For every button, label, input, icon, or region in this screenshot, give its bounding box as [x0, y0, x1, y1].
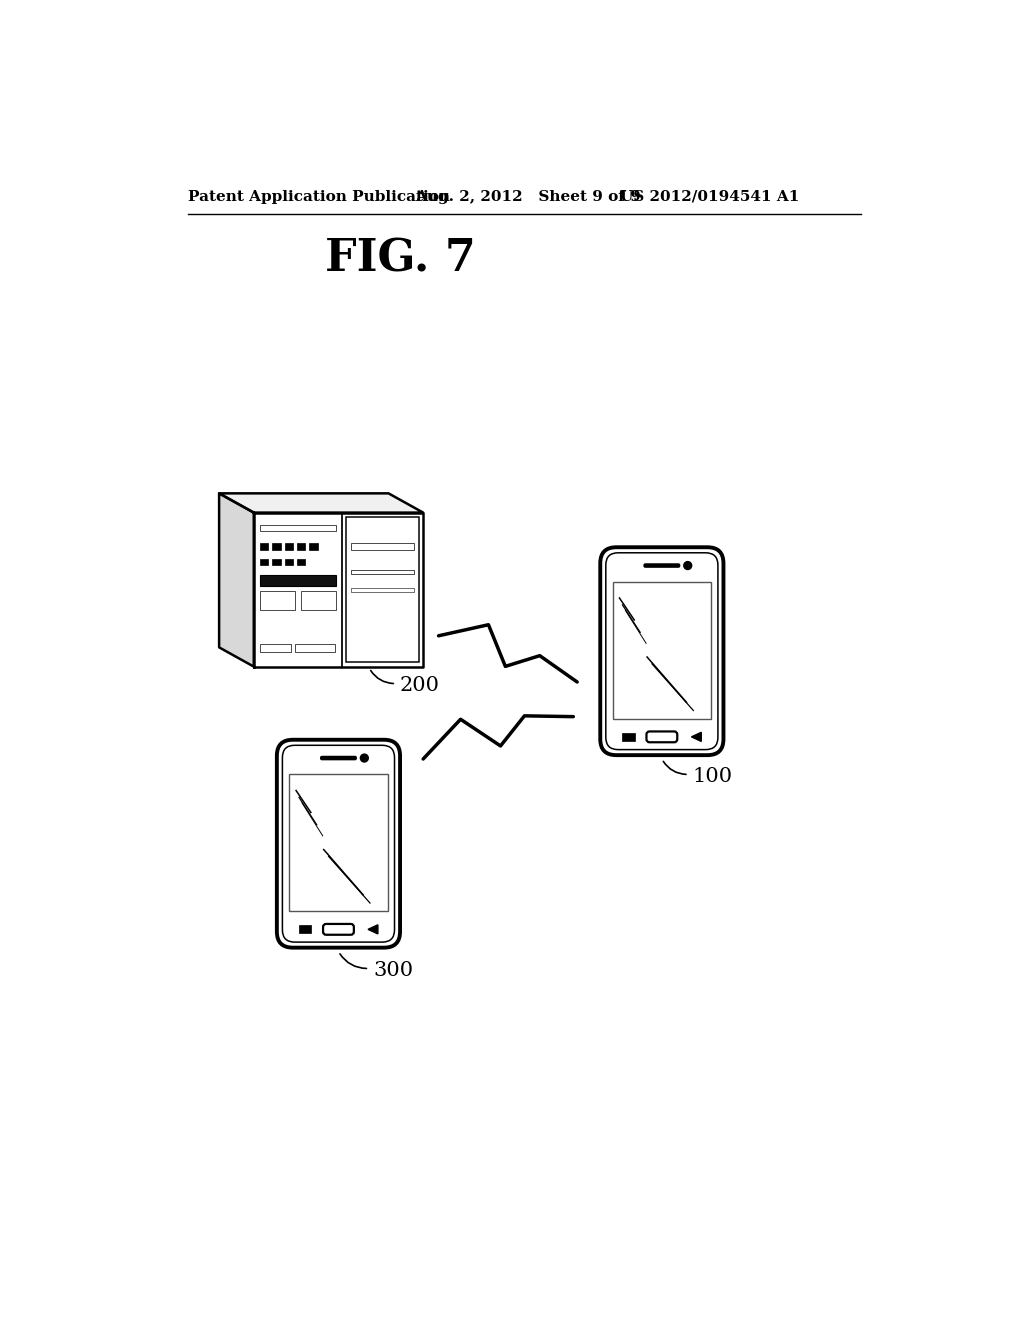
Bar: [260, 558, 268, 565]
Text: 100: 100: [692, 767, 733, 787]
Circle shape: [360, 754, 369, 762]
Bar: [346, 517, 419, 663]
Bar: [301, 591, 336, 610]
FancyBboxPatch shape: [600, 548, 724, 755]
FancyBboxPatch shape: [319, 756, 357, 760]
Text: US 2012/0194541 A1: US 2012/0194541 A1: [620, 190, 799, 203]
Bar: [289, 774, 388, 911]
Bar: [623, 733, 635, 741]
Bar: [260, 576, 336, 586]
Text: Aug. 2, 2012   Sheet 9 of 9: Aug. 2, 2012 Sheet 9 of 9: [416, 190, 641, 203]
Bar: [285, 544, 293, 549]
Bar: [295, 644, 335, 652]
FancyBboxPatch shape: [283, 746, 394, 942]
Polygon shape: [219, 494, 423, 512]
Bar: [260, 525, 336, 531]
Text: 200: 200: [400, 676, 440, 696]
Bar: [260, 591, 295, 610]
Text: 300: 300: [373, 961, 414, 981]
Bar: [272, 544, 281, 549]
FancyBboxPatch shape: [646, 731, 677, 742]
Text: FIG. 7: FIG. 7: [325, 238, 475, 280]
FancyBboxPatch shape: [276, 739, 400, 948]
Bar: [260, 644, 291, 652]
Bar: [299, 925, 311, 933]
FancyBboxPatch shape: [606, 553, 718, 750]
Polygon shape: [368, 925, 378, 935]
Circle shape: [684, 561, 691, 569]
Bar: [351, 570, 414, 574]
Bar: [297, 558, 305, 565]
Polygon shape: [254, 512, 423, 667]
Polygon shape: [219, 494, 254, 667]
Text: Patent Application Publication: Patent Application Publication: [188, 190, 451, 203]
Bar: [285, 558, 293, 565]
Bar: [351, 589, 414, 591]
FancyBboxPatch shape: [643, 564, 680, 568]
Bar: [272, 558, 281, 565]
Bar: [612, 582, 711, 719]
Bar: [297, 544, 305, 549]
Bar: [351, 544, 414, 549]
FancyBboxPatch shape: [323, 924, 354, 935]
Bar: [260, 544, 268, 549]
Bar: [309, 544, 317, 549]
Polygon shape: [691, 733, 701, 742]
